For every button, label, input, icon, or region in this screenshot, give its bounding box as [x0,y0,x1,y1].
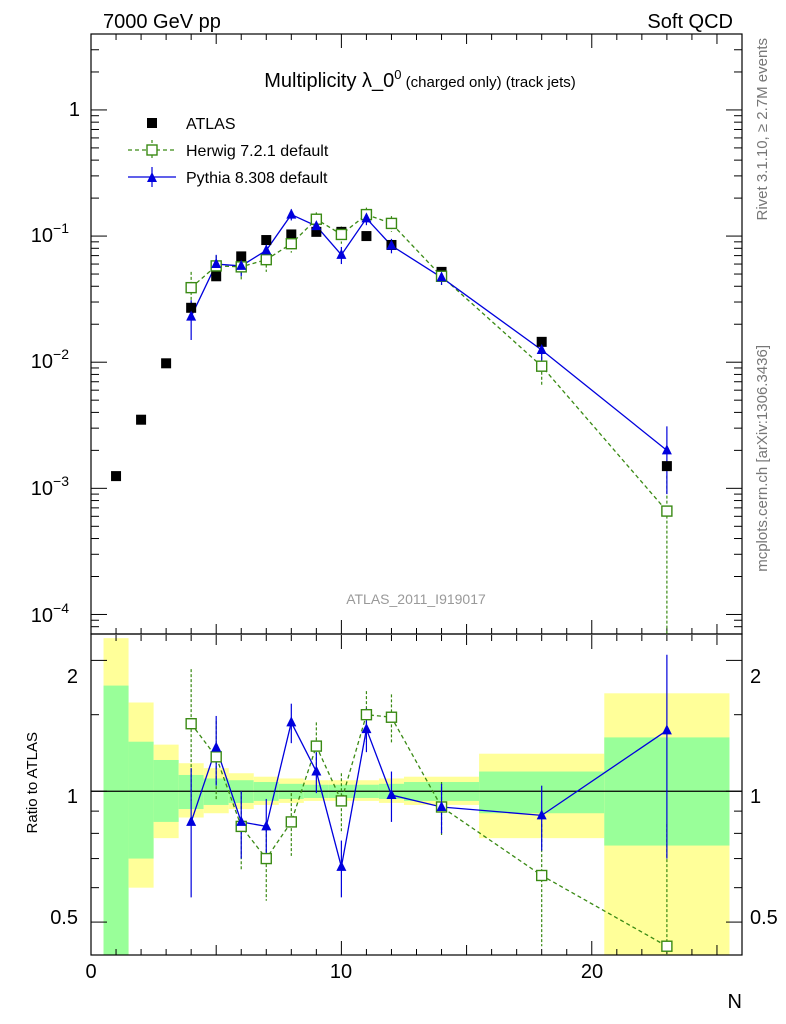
atlas-point [111,471,122,482]
atlas-point [661,461,672,472]
atlas-point [536,336,547,347]
herwig-point [385,217,398,230]
band-inner [128,741,154,859]
herwig-ratio-point [661,940,673,952]
atlas-point [136,414,147,425]
pythia-line [190,213,668,451]
ratio-y-tick-right-1: 1 [750,786,761,808]
pythia-point [436,271,447,282]
ratio-y-tick-right-05: 0.5 [750,907,778,929]
herwig-ratio-point [335,795,348,807]
herwig-ratio-point [210,751,222,763]
pythia-point [311,220,322,231]
herwig-point [335,228,348,241]
legend-label-herwig: Herwig 7.2.1 default [186,143,329,160]
herwig-line [190,213,668,512]
side-label-bottom: mcplots.cern.ch [arXiv:1306.3436] [754,345,771,572]
ratio-series [185,654,673,955]
x-tick-labels: 0 10 20 [85,961,603,983]
pythia-point [236,259,247,270]
pythia-point [211,258,222,269]
legend-label-atlas: ATLAS [186,116,236,133]
herwig-ratio-point [185,718,197,730]
pythia-ratio-point [261,820,272,831]
pythia-ratio-point [211,741,222,752]
pythia-point [186,310,197,321]
pythia-ratio-point [236,815,247,826]
herwig-ratio-point [310,740,323,752]
pythia-point [261,244,272,255]
pythia-ratio-point [336,860,347,871]
pythia-ratio-line [190,720,668,868]
herwig-point [535,360,548,372]
x-tick-label: 0 [85,961,96,983]
y-tick-label: 10−1 [31,220,69,247]
pythia-point [661,444,672,455]
pythia-ratio-point [311,765,322,776]
herwig-ratio-point [385,711,398,723]
pythia-ratio-point [286,716,297,727]
y-tick-label: 1 [69,99,80,121]
legend-marker-herwig [146,144,158,156]
herwig-point [661,505,673,517]
herwig-ratio-point [285,816,298,828]
side-label-top: Rivet 3.1.10, ≥ 2.7M events [754,38,771,221]
analysis-id: ATLAS_2011_I919017 [346,591,486,607]
atlas-point [286,229,297,240]
legend-marker-atlas [147,118,157,128]
atlas-point [161,358,172,369]
ratio-y-tick-left-1: 1 [67,786,78,808]
ratio-y-tick-labels: 2 1 0.5 2 1 0.5 [50,666,778,929]
atlas-point [211,271,222,282]
pythia-ratio-point [536,809,547,820]
main-series [111,207,673,634]
pythia-point [336,248,347,259]
header-right: Soft QCD [647,11,733,33]
atlas-point [186,302,197,313]
ratio-y-axis-label: Ratio to ATLAS [24,732,41,833]
atlas-point [236,251,247,262]
pythia-point [361,212,372,223]
y-tick-label: 10−4 [31,600,69,627]
pythia-point [536,343,547,354]
pythia-point [286,208,297,219]
x-axis-label: N [728,991,742,1013]
pythia-ratio-point [386,789,397,800]
axes-ticks [90,33,742,955]
pythia-ratio-point [186,815,197,826]
pythia-ratio-point [436,800,447,811]
legend-marker-pythia [147,172,157,182]
herwig-ratio-point [535,869,548,882]
herwig-point [285,237,298,250]
herwig-ratio-line [190,713,668,947]
atlas-point [311,226,322,237]
herwig-ratio-point [360,708,373,721]
ratio-uncertainty-bands [91,638,742,955]
x-tick-label: 20 [581,961,603,983]
atlas-point [361,231,372,242]
legend-label-pythia: Pythia 8.308 default [186,170,328,187]
herwig-point [185,281,197,294]
y-tick-label: 10−2 [31,346,69,373]
x-tick-label: 10 [330,961,352,983]
pythia-ratio-point [361,723,372,734]
header-left: 7000 GeV pp [103,11,221,33]
band-inner [103,685,129,955]
ratio-y-tick-right-2: 2 [750,666,761,688]
pythia-point [386,239,397,250]
ratio-y-tick-left-2: 2 [67,666,78,688]
pythia-ratio-point [661,724,672,735]
herwig-point [260,253,272,266]
main-title: Multiplicity λ_00 (charged only) (track … [264,67,576,92]
herwig-ratio-point [260,852,272,865]
legend: ATLAS Herwig 7.2.1 default Pythia 8.308 … [128,116,329,187]
main-y-tick-labels: 1 10−1 10−2 10−3 10−4 [31,99,80,627]
atlas-point [261,235,272,246]
ratio-y-tick-left-05: 0.5 [50,907,78,929]
y-tick-label: 10−3 [31,473,69,500]
